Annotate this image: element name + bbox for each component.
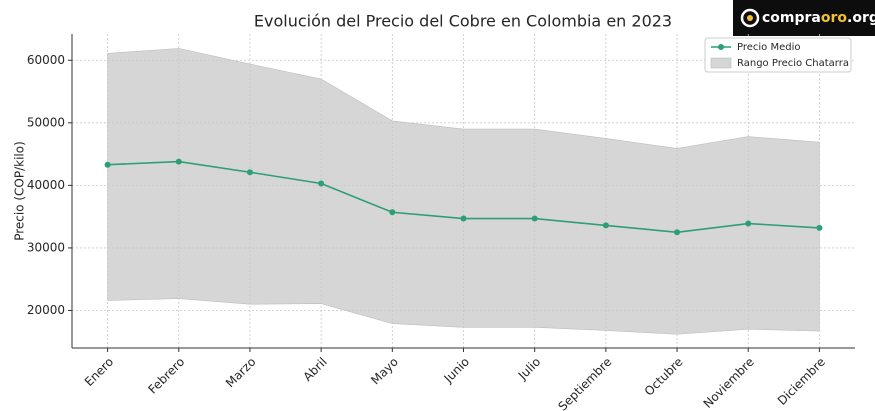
point bbox=[816, 224, 823, 231]
x-tick-label: Enero bbox=[82, 355, 116, 389]
x-tick-label: Abril bbox=[300, 355, 329, 384]
point bbox=[318, 180, 325, 187]
point bbox=[175, 158, 182, 165]
legend-box bbox=[704, 37, 852, 73]
point bbox=[460, 215, 467, 222]
y-tick-label: 20000 bbox=[27, 303, 65, 317]
logo-text: compraoro.org bbox=[762, 10, 875, 26]
legend-marker bbox=[718, 44, 724, 50]
logo-icon-dot bbox=[747, 15, 753, 21]
logo-part: oro bbox=[821, 10, 848, 26]
x-tick-label: Septiembre bbox=[555, 355, 614, 411]
x-tick-label: Diciembre bbox=[775, 355, 828, 408]
logo-part: .org bbox=[847, 10, 875, 26]
legend-label: Rango Precio Chatarra bbox=[737, 58, 849, 69]
y-tick-label: 30000 bbox=[27, 240, 65, 254]
y-axis-label: Precio (COP/kilo) bbox=[13, 141, 27, 241]
chart-title: Evolución del Precio del Cobre en Colomb… bbox=[254, 12, 672, 31]
y-tick-label: 40000 bbox=[27, 178, 65, 192]
x-tick-label: Marzo bbox=[223, 355, 259, 391]
logo-part: compra bbox=[762, 10, 821, 26]
legend-swatch bbox=[710, 57, 732, 69]
point bbox=[389, 209, 396, 216]
point bbox=[745, 220, 752, 227]
logo-bg bbox=[733, 0, 875, 36]
logo: compraoro.org bbox=[733, 0, 875, 36]
legend-label: Precio Medio bbox=[737, 42, 801, 53]
y-tick-label: 50000 bbox=[27, 115, 65, 129]
x-tick-label: Noviembre bbox=[701, 355, 757, 411]
y-tick-label: 60000 bbox=[27, 53, 65, 67]
x-tick-label: Junio bbox=[441, 355, 472, 386]
x-tick-label: Julio bbox=[515, 355, 543, 383]
point bbox=[104, 161, 111, 168]
x-tick-label: Febrero bbox=[145, 355, 187, 397]
x-tick-label: Octubre bbox=[642, 355, 686, 399]
point bbox=[531, 215, 538, 222]
x-tick-label: Mayo bbox=[368, 355, 401, 388]
logo-icon bbox=[740, 8, 760, 28]
point bbox=[674, 229, 681, 236]
point bbox=[246, 169, 253, 176]
point bbox=[602, 222, 609, 229]
